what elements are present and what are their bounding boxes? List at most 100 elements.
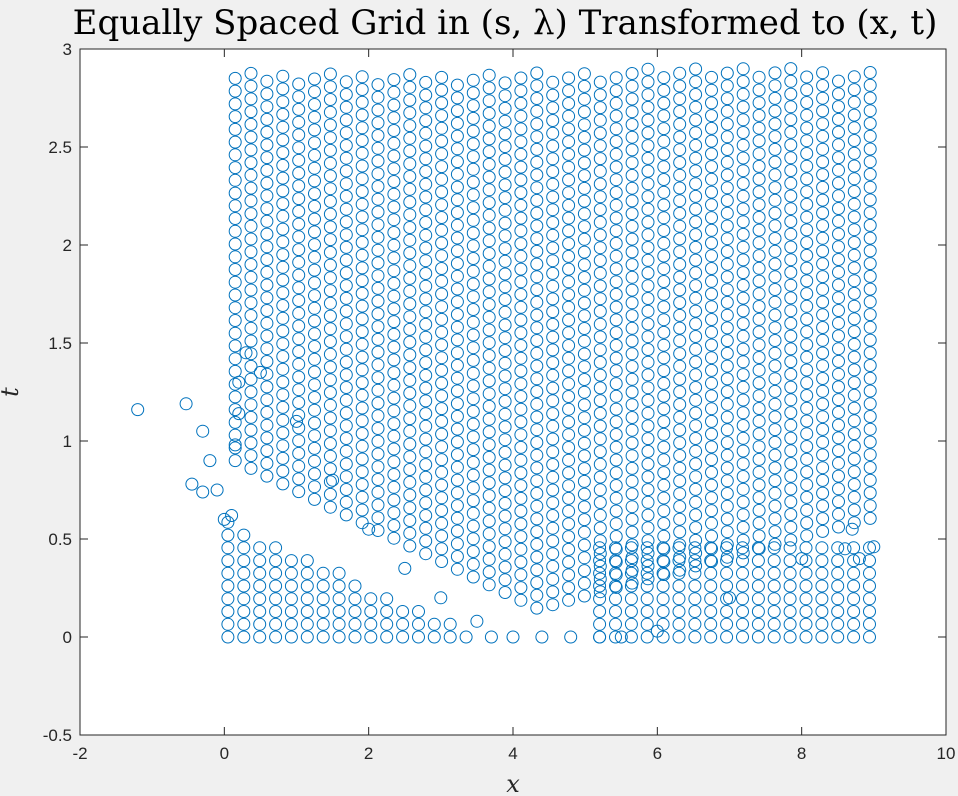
data-point <box>221 554 235 568</box>
data-point <box>450 167 464 181</box>
data-point <box>355 108 369 122</box>
data-point <box>816 231 830 245</box>
data-point <box>688 605 702 618</box>
data-point <box>609 530 623 543</box>
data-point <box>371 498 385 512</box>
data-point <box>641 444 655 458</box>
data-point <box>371 256 385 270</box>
data-point <box>412 630 425 644</box>
data-point <box>514 339 528 352</box>
data-point <box>514 440 528 454</box>
data-point <box>704 592 718 606</box>
data-point <box>482 196 496 210</box>
data-point <box>847 376 861 390</box>
data-point <box>768 397 782 411</box>
data-point <box>609 147 623 161</box>
data-point <box>221 617 235 631</box>
data-point <box>863 180 877 194</box>
data-point <box>292 396 306 409</box>
data-point <box>720 499 734 513</box>
data-point <box>641 228 655 242</box>
data-point <box>863 206 877 220</box>
data-point <box>339 164 353 178</box>
data-point <box>816 524 830 538</box>
data-point <box>657 402 671 416</box>
data-point <box>185 477 199 491</box>
data-point <box>657 249 671 263</box>
data-point <box>736 380 750 394</box>
data-point <box>530 576 544 590</box>
data-point <box>316 630 330 644</box>
data-point <box>689 381 703 394</box>
data-point <box>704 554 718 568</box>
data-point <box>403 106 417 120</box>
data-point <box>546 368 560 382</box>
data-point <box>387 429 401 443</box>
data-point <box>371 269 385 283</box>
data-point <box>816 91 830 105</box>
data-point <box>624 566 638 580</box>
data-point <box>498 484 512 498</box>
data-point <box>863 486 877 500</box>
data-point <box>292 153 306 167</box>
data-point <box>752 210 766 224</box>
data-point <box>269 579 283 593</box>
data-point <box>656 541 670 555</box>
data-point <box>514 491 528 505</box>
data-point <box>852 552 866 566</box>
data-point <box>625 385 639 399</box>
data-point <box>784 291 798 305</box>
data-point <box>260 240 274 254</box>
data-point <box>863 384 877 398</box>
data-point <box>768 130 782 144</box>
data-point <box>657 185 671 199</box>
data-point <box>435 312 449 326</box>
data-point <box>371 524 385 537</box>
data-point <box>562 198 576 212</box>
data-point <box>562 453 576 467</box>
data-point <box>625 67 639 80</box>
data-point <box>832 444 845 458</box>
data-point <box>450 180 464 194</box>
data-point <box>323 194 337 208</box>
data-point <box>593 534 607 548</box>
data-point <box>800 389 814 402</box>
data-point <box>419 419 433 433</box>
data-point <box>260 151 274 165</box>
data-point <box>799 566 813 580</box>
data-point <box>482 349 496 362</box>
data-point <box>244 296 258 310</box>
data-point <box>847 337 861 351</box>
data-point <box>625 309 639 323</box>
data-point <box>831 541 845 555</box>
data-point <box>562 377 576 391</box>
data-point <box>300 605 314 618</box>
data-point <box>435 287 449 301</box>
data-point <box>260 469 274 483</box>
data-point <box>546 534 560 548</box>
data-point <box>832 189 845 203</box>
data-point <box>323 309 337 323</box>
data-point <box>720 385 734 399</box>
data-point <box>800 147 814 160</box>
data-point <box>768 486 782 500</box>
data-point <box>593 304 607 318</box>
data-point <box>593 406 607 420</box>
data-point <box>498 140 512 154</box>
data-point <box>514 198 528 212</box>
data-point <box>641 164 655 178</box>
data-point <box>625 156 639 170</box>
data-point <box>450 550 464 563</box>
data-point <box>705 313 718 326</box>
data-point <box>832 291 845 305</box>
data-point <box>736 533 750 547</box>
data-point <box>768 499 782 513</box>
data-point <box>244 105 258 119</box>
data-point <box>269 605 283 618</box>
data-point <box>625 207 639 221</box>
data-point <box>641 470 655 484</box>
data-point <box>847 617 861 631</box>
data-point <box>232 407 246 421</box>
data-point <box>546 432 560 446</box>
data-point <box>577 411 591 425</box>
